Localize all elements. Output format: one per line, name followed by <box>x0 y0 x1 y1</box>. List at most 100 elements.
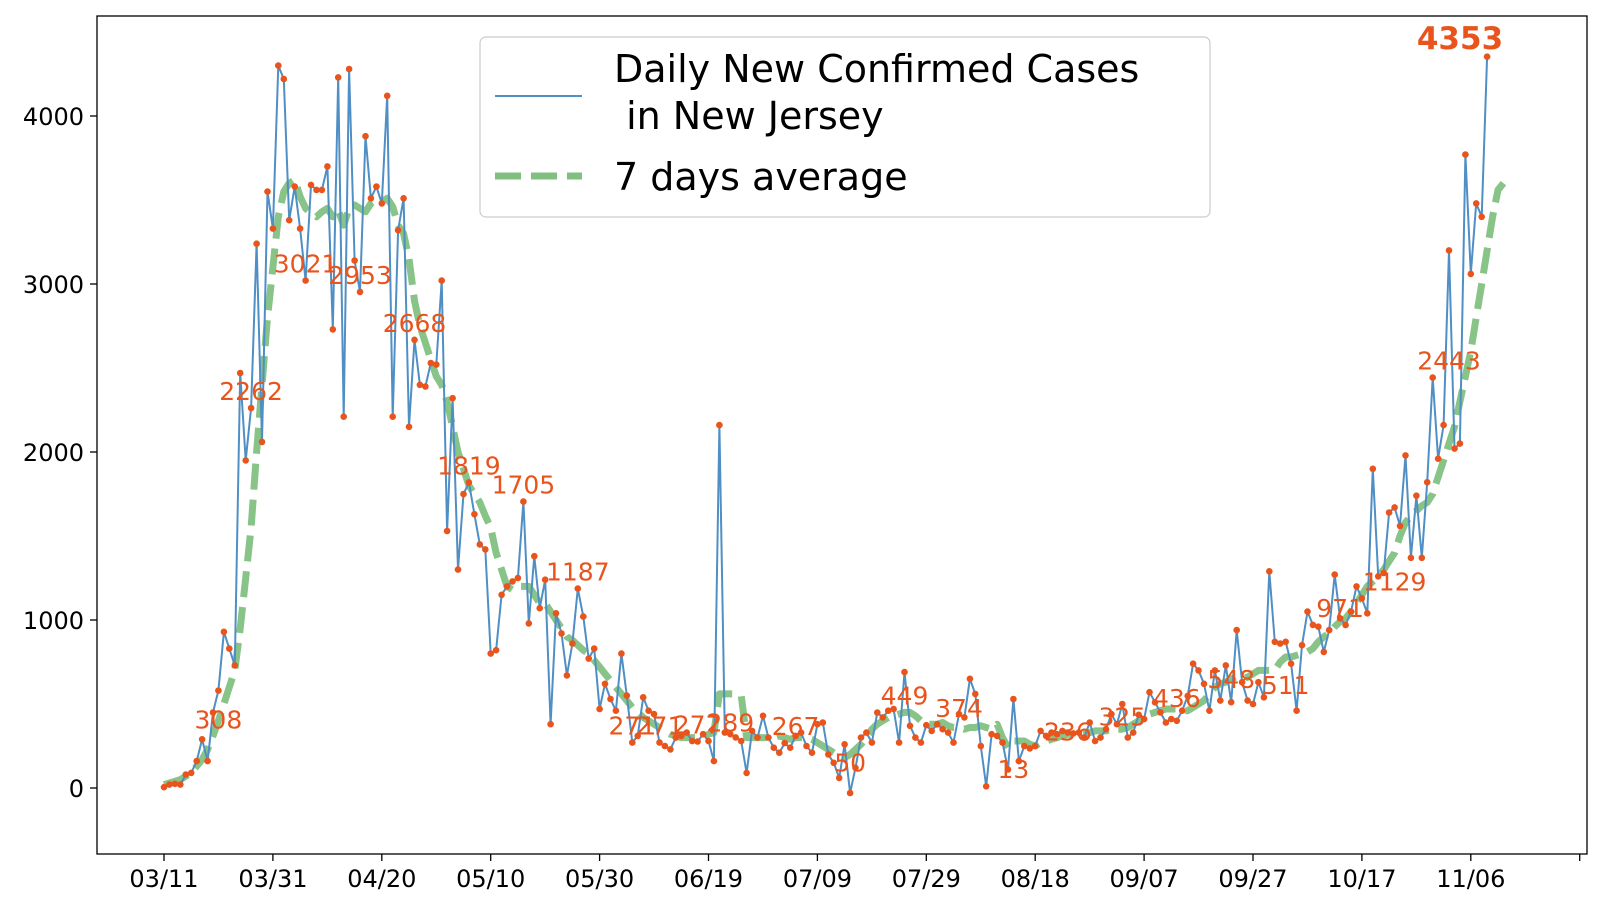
data-point <box>1282 638 1289 646</box>
data-label: 449 <box>881 682 929 711</box>
data-point <box>1418 554 1426 562</box>
legend: Daily New Confirmed Cases in New Jersey … <box>479 36 1211 218</box>
data-point <box>433 361 440 368</box>
data-point <box>367 195 375 202</box>
data-point <box>825 751 832 758</box>
plot-frame <box>96 15 1588 855</box>
data-point <box>1260 694 1268 701</box>
data-point <box>302 277 309 284</box>
data-point <box>612 707 620 714</box>
data-point <box>1456 440 1464 447</box>
y-tick-label: 2000 <box>23 439 84 467</box>
data-point <box>1200 680 1208 688</box>
data-label: 267 <box>772 712 820 741</box>
data-point <box>923 721 930 729</box>
data-point <box>345 65 353 73</box>
data-point <box>797 729 805 736</box>
data-point <box>471 510 478 518</box>
data-point <box>868 739 876 746</box>
data-point <box>187 769 195 777</box>
data-point <box>487 650 495 657</box>
data-point <box>716 421 723 429</box>
data-point <box>449 394 456 402</box>
x-tick-label: 05/30 <box>565 865 634 893</box>
data-point <box>580 613 587 620</box>
data-point <box>1184 692 1191 700</box>
legend-box <box>479 36 1211 218</box>
data-point <box>639 694 647 701</box>
data-point <box>650 710 658 718</box>
data-point <box>498 591 505 599</box>
data-point <box>694 738 701 745</box>
data-point <box>291 183 299 190</box>
data-point <box>1233 626 1240 634</box>
data-point <box>835 774 843 782</box>
data-point <box>1315 623 1322 630</box>
x-tick-label: 03/11 <box>129 865 198 893</box>
data-point <box>503 583 511 590</box>
data-point <box>857 734 865 741</box>
data-point <box>318 186 326 194</box>
data-point <box>389 413 397 421</box>
data-point <box>1483 53 1491 60</box>
data-point <box>525 620 533 627</box>
legend-daily-label-line2: in New Jersey <box>614 94 884 138</box>
data-point <box>727 730 734 738</box>
data-point <box>966 675 974 683</box>
data-point <box>874 709 881 716</box>
x-tick-label: 10/17 <box>1327 865 1396 893</box>
data-point <box>906 722 914 730</box>
data-point <box>950 739 957 746</box>
marker-layer <box>160 53 1491 797</box>
data-label: 271 <box>608 712 656 741</box>
data-label: 2668 <box>383 309 447 338</box>
data-point <box>541 576 549 583</box>
data-point <box>786 744 794 751</box>
data-point <box>275 62 282 69</box>
data-point <box>247 404 255 412</box>
data-point <box>1075 729 1083 736</box>
data-point <box>177 781 184 788</box>
data-point <box>933 720 941 728</box>
average-series-layer <box>163 176 1507 788</box>
data-point <box>1440 421 1447 429</box>
data-point <box>863 729 870 736</box>
data-point <box>879 714 886 721</box>
data-point <box>846 789 854 797</box>
data-point <box>672 734 680 741</box>
x-tick-label: 05/10 <box>456 865 525 893</box>
data-point <box>547 720 554 728</box>
legend-daily-label: Daily New Confirmed Cases in New Jersey <box>614 47 1139 138</box>
data-point <box>590 645 598 652</box>
data-point <box>1195 667 1202 674</box>
max-value-label: 4353 <box>1417 21 1503 57</box>
data-point <box>955 710 963 718</box>
data-point <box>623 692 631 699</box>
annotation-layer: 3082262302129532668181917051187271271277… <box>195 21 1504 784</box>
y-tick-label: 4000 <box>23 103 84 131</box>
data-point <box>171 780 179 788</box>
x-axis: 03/11 03/31 04/20 05/10 05/30 06/19 07/09 07/29… <box>129 854 1581 893</box>
data-point <box>574 585 582 592</box>
data-point <box>329 326 337 333</box>
data-point <box>531 552 538 560</box>
data-point <box>830 759 837 767</box>
y-tick-label: 0 <box>69 775 84 803</box>
data-point <box>884 707 892 714</box>
data-point <box>645 707 652 714</box>
x-tick-label: 07/09 <box>783 865 852 893</box>
daily-series-layer <box>163 56 1489 794</box>
data-point <box>236 369 244 377</box>
data-point <box>253 240 260 247</box>
data-point <box>226 645 233 652</box>
data-point <box>601 680 609 688</box>
data-point <box>1478 213 1485 221</box>
data-point <box>1031 742 1039 750</box>
legend-daily-label-line1: Daily New Confirmed Cases <box>614 47 1139 91</box>
data-point <box>1238 678 1246 686</box>
data-point <box>204 757 211 765</box>
data-point <box>917 739 925 746</box>
data-point <box>748 727 756 735</box>
data-point <box>258 438 266 446</box>
